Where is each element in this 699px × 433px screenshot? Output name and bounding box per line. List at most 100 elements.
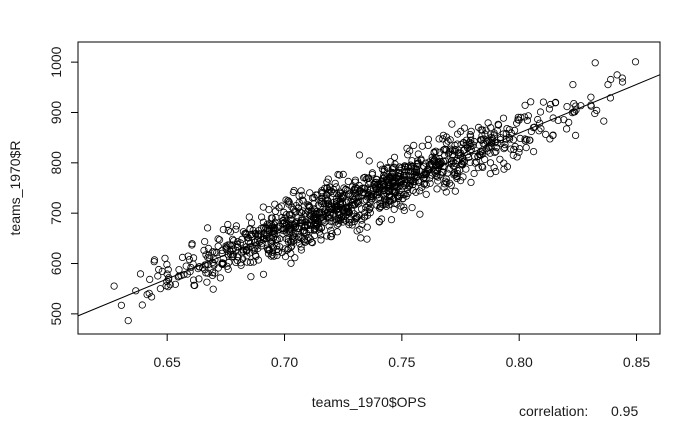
- data-point: [247, 231, 255, 239]
- data-point: [295, 239, 304, 248]
- data-point: [287, 239, 295, 247]
- data-point: [161, 254, 169, 262]
- data-point: [317, 199, 325, 207]
- data-point: [492, 144, 500, 152]
- x-tick-label: 0.85: [623, 354, 650, 370]
- data-point: [434, 177, 442, 185]
- data-point: [232, 225, 240, 233]
- data-point: [470, 169, 478, 178]
- data-point: [334, 170, 342, 179]
- data-point: [332, 198, 340, 206]
- data-point: [390, 178, 398, 186]
- data-point: [255, 230, 263, 238]
- data-point: [441, 145, 449, 153]
- data-point: [500, 159, 508, 167]
- data-point: [268, 242, 276, 250]
- data-point: [317, 223, 325, 232]
- data-point: [465, 141, 473, 149]
- data-point: [501, 143, 509, 151]
- data-point: [545, 105, 554, 113]
- data-point: [467, 142, 475, 150]
- data-point: [325, 183, 334, 191]
- data-point: [185, 255, 194, 264]
- data-point: [522, 144, 530, 152]
- data-point: [426, 179, 434, 187]
- data-point: [487, 124, 495, 132]
- data-point: [259, 270, 268, 278]
- data-point: [162, 282, 170, 290]
- data-point: [289, 188, 297, 197]
- data-point: [353, 227, 361, 235]
- data-point: [351, 176, 359, 184]
- data-point: [499, 114, 508, 122]
- data-point: [546, 100, 555, 109]
- data-point: [214, 242, 222, 250]
- data-point: [218, 260, 226, 268]
- data-point: [308, 239, 316, 247]
- data-point: [259, 203, 267, 211]
- data-point: [350, 185, 358, 193]
- data-point: [514, 116, 522, 124]
- data-point: [350, 210, 358, 218]
- data-point: [486, 170, 494, 178]
- data-point: [505, 126, 514, 134]
- data-point: [474, 123, 483, 132]
- data-point: [224, 265, 232, 273]
- data-point: [315, 228, 324, 236]
- data-point: [438, 159, 446, 167]
- data-point: [510, 145, 518, 153]
- data-point: [339, 170, 347, 178]
- data-point: [332, 216, 340, 224]
- data-point: [408, 157, 416, 165]
- data-point: [422, 181, 430, 189]
- data-point: [442, 175, 450, 183]
- data-point: [164, 266, 172, 274]
- data-point: [353, 185, 362, 193]
- data-point: [154, 272, 162, 280]
- data-point: [209, 285, 217, 293]
- data-point: [416, 187, 424, 195]
- data-point: [376, 161, 384, 169]
- data-point: [363, 211, 372, 220]
- data-point: [323, 196, 331, 204]
- data-point: [484, 119, 492, 127]
- data-point: [509, 136, 518, 144]
- data-point: [182, 262, 190, 270]
- data-point: [306, 235, 314, 243]
- data-point: [373, 201, 381, 209]
- data-point: [214, 264, 222, 272]
- data-point: [539, 98, 548, 106]
- data-point: [401, 163, 409, 171]
- y-tick-label: 800: [48, 151, 64, 175]
- data-point: [515, 145, 524, 153]
- data-point: [361, 173, 369, 181]
- data-point: [146, 275, 154, 283]
- data-point: [250, 247, 258, 255]
- data-point: [224, 220, 232, 229]
- data-point: [282, 196, 290, 204]
- data-point: [273, 246, 281, 254]
- data-point: [289, 230, 297, 238]
- data-point: [425, 174, 434, 182]
- data-point: [138, 301, 146, 309]
- data-point: [184, 252, 192, 260]
- data-point: [387, 174, 395, 182]
- data-point: [156, 285, 164, 293]
- data-point: [562, 125, 571, 133]
- data-point: [386, 158, 395, 166]
- data-point: [571, 131, 580, 139]
- data-point: [606, 94, 615, 102]
- data-point: [263, 244, 271, 252]
- data-point: [387, 192, 395, 201]
- data-point: [404, 189, 412, 198]
- data-point: [482, 126, 490, 134]
- data-point: [486, 149, 494, 157]
- data-point: [535, 127, 543, 135]
- data-point: [263, 226, 271, 234]
- data-point: [178, 253, 187, 261]
- data-point: [527, 98, 535, 106]
- data-point: [416, 210, 424, 218]
- data-point: [323, 232, 331, 240]
- data-point: [297, 243, 305, 251]
